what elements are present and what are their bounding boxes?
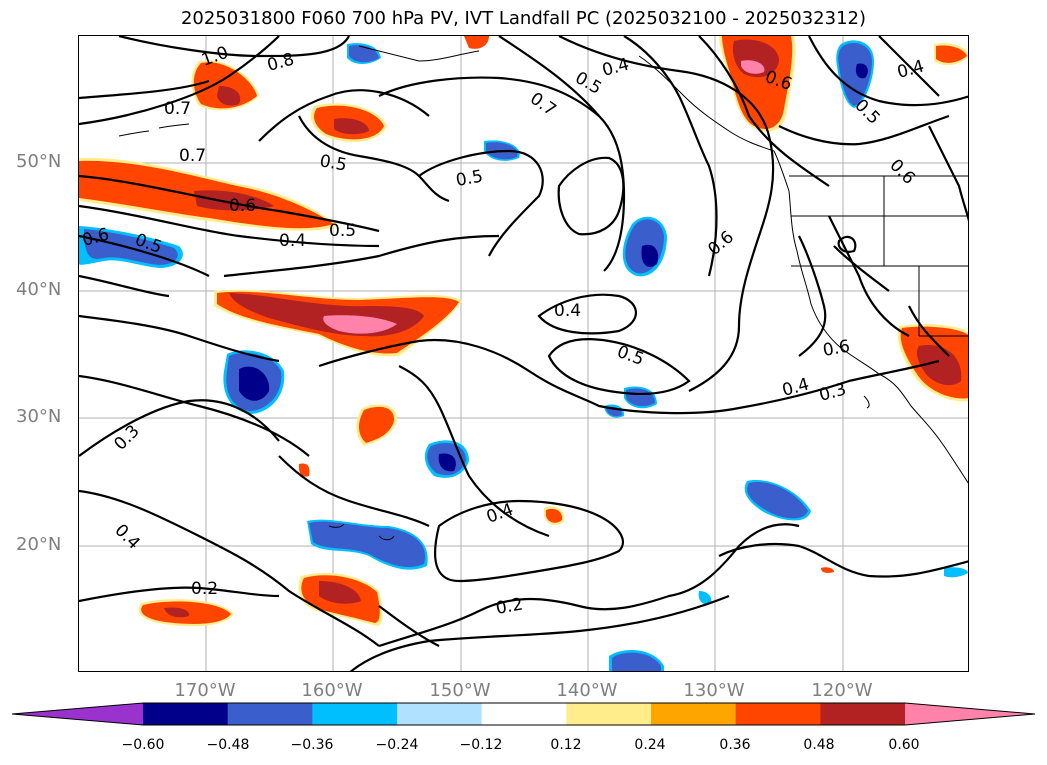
lon-label-170w: 170°W [174, 680, 236, 701]
contour-label: 0.3 [817, 380, 848, 406]
negative-anomalies [79, 40, 968, 671]
colorbar-tick: 0.24 [634, 737, 666, 753]
colorbar-tick: −0.36 [290, 737, 334, 753]
contour-label: 0.4 [279, 231, 306, 251]
positive-anomalies [79, 36, 968, 627]
colorbar-tick: 0.48 [803, 737, 835, 753]
colorbar-extend-low [12, 703, 143, 725]
colorbar-extend-high [905, 703, 1035, 725]
contour-label: 0.5 [454, 167, 484, 191]
contour-labels: 1.0 0.8 0.7 0.7 0.7 0.6 0.6 0.6 0.6 0.6 … [80, 43, 926, 619]
colorbar-segment [481, 703, 567, 725]
contour-label: 0.7 [526, 89, 560, 121]
contour-label: 0.4 [600, 55, 631, 81]
lon-label-140w: 140°W [556, 680, 618, 701]
map-canvas: 1.0 0.8 0.7 0.7 0.7 0.6 0.6 0.6 0.6 0.6 … [79, 36, 968, 671]
colorbar-tick: 0.36 [719, 737, 751, 753]
colorbar-tick: −0.48 [206, 737, 250, 753]
lat-label-40n: 40°N [16, 279, 62, 300]
colorbar-segment [397, 703, 483, 725]
colorbar-segment [312, 703, 398, 725]
gridlines [79, 36, 968, 671]
colorbar-tick: −0.24 [375, 737, 419, 753]
lat-label-30n: 30°N [16, 406, 62, 427]
pv-contours [79, 36, 968, 671]
contour-label: 0.8 [265, 50, 296, 76]
contour-label: 0.7 [164, 99, 191, 119]
colorbar-tick: −0.12 [459, 737, 503, 753]
contour-label: 0.2 [494, 595, 524, 619]
contour-label: 0.4 [554, 301, 581, 321]
colorbar-segment [566, 703, 652, 725]
map-title: 2025031800 F060 700 hPa PV, IVT Landfall… [180, 8, 867, 29]
contour-label: 0.6 [229, 196, 256, 216]
colorbar-tick: 0.60 [888, 737, 920, 753]
colorbar-segment [143, 703, 229, 725]
contour-label: 0.6 [821, 337, 851, 361]
contour-label: 0.3 [110, 421, 143, 454]
lon-label-120w: 120°W [811, 680, 873, 701]
colorbar-segment [651, 703, 737, 725]
colorbar-tick: −0.60 [121, 737, 165, 753]
colorbar [11, 702, 1036, 726]
colorbar-segment [227, 703, 313, 725]
map-panel: 1.0 0.8 0.7 0.7 0.7 0.6 0.6 0.6 0.6 0.6 … [78, 35, 969, 672]
lon-label-150w: 150°W [429, 680, 491, 701]
contour-label: 0.6 [704, 227, 738, 260]
lon-label-130w: 130°W [683, 680, 745, 701]
contour-label: 0.5 [614, 342, 646, 370]
lat-label-20n: 20°N [16, 534, 62, 555]
colorbar-segment [820, 703, 906, 725]
contour-label: 0.2 [191, 579, 218, 599]
contour-label: 0.4 [110, 520, 143, 553]
contour-label: 0.5 [329, 221, 356, 241]
coastlines [118, 45, 968, 541]
colorbar-segment [735, 703, 821, 725]
lon-label-160w: 160°W [301, 680, 363, 701]
colorbar-tick: 0.12 [550, 737, 582, 753]
lat-label-50n: 50°N [16, 151, 62, 172]
contour-label: 0.7 [179, 146, 206, 166]
contour-label: 0.4 [780, 375, 811, 401]
contour-label: 0.5 [318, 151, 348, 175]
contour-label: 0.6 [885, 155, 918, 188]
